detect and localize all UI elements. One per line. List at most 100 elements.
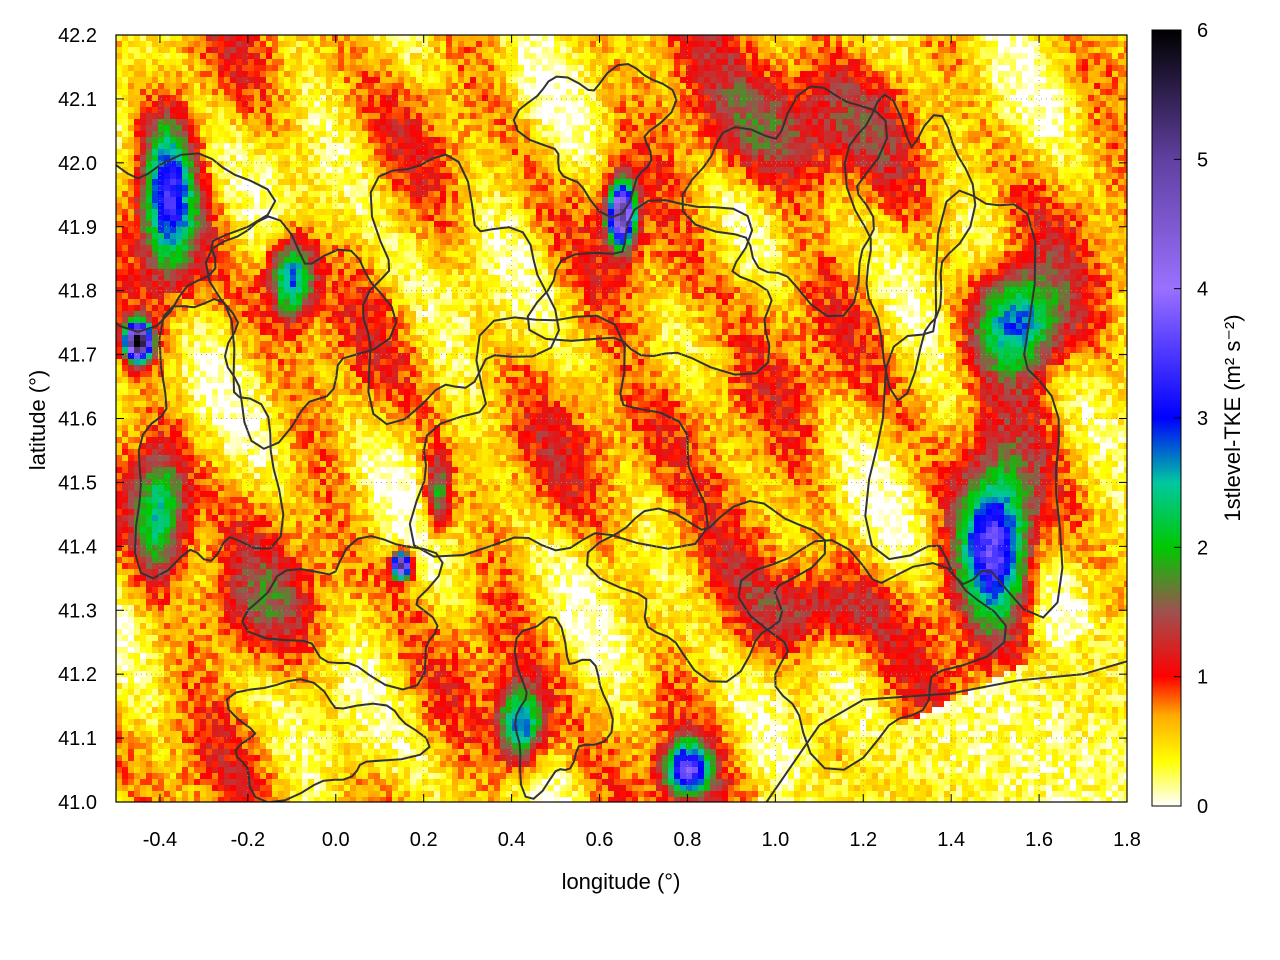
heatmap-cell [140, 389, 147, 396]
heatmap-cell [158, 539, 165, 546]
heatmap-cell [218, 383, 225, 390]
heatmap-cell [248, 263, 255, 270]
heatmap-cell [188, 455, 195, 462]
heatmap-cell [188, 341, 195, 348]
heatmap-cell [314, 389, 321, 396]
heatmap-cell [170, 575, 177, 582]
heatmap-cell [116, 467, 123, 474]
heatmap-cell [254, 251, 261, 258]
heatmap-cell [158, 617, 165, 624]
heatmap-cell [188, 107, 195, 114]
heatmap-cell [212, 311, 219, 318]
heatmap-cell [266, 347, 273, 354]
heatmap-cell [272, 713, 279, 720]
heatmap-cell [338, 473, 345, 480]
heatmap-cell [200, 731, 207, 738]
heatmap-cell [278, 185, 285, 192]
heatmap-cell [152, 635, 159, 642]
heatmap-cell [152, 125, 159, 132]
heatmap-cell [170, 71, 177, 78]
heatmap-cell [290, 467, 297, 474]
heatmap-cell [218, 419, 225, 426]
heatmap-cell [140, 611, 147, 618]
heatmap-cell [284, 599, 291, 606]
heatmap-cell [122, 497, 129, 504]
heatmap-cell [164, 509, 171, 516]
heatmap-cell [188, 473, 195, 480]
heatmap-cell [338, 683, 345, 690]
heatmap-cell [206, 185, 213, 192]
heatmap-cell [152, 455, 159, 462]
heatmap-cell [122, 251, 129, 258]
heatmap-cell [248, 257, 255, 264]
heatmap-cell [134, 785, 141, 792]
heatmap-cell [344, 221, 351, 228]
heatmap-cell [260, 269, 267, 276]
heatmap-cell [302, 545, 309, 552]
heatmap-cell [152, 641, 159, 648]
heatmap-cell [218, 407, 225, 414]
heatmap-cell [290, 347, 297, 354]
heatmap-cell [152, 113, 159, 120]
heatmap-cell [134, 671, 141, 678]
heatmap-cell [146, 665, 153, 672]
heatmap-cell [206, 593, 213, 600]
heatmap-cell [296, 749, 303, 756]
heatmap-cell [146, 113, 153, 120]
heatmap-cell [344, 173, 351, 180]
heatmap-cell [182, 311, 189, 318]
heatmap-cell [272, 347, 279, 354]
heatmap-cell [332, 185, 339, 192]
heatmap-cell [308, 293, 315, 300]
heatmap-cell [332, 65, 339, 72]
heatmap-cell [116, 581, 123, 588]
heatmap-cell [248, 53, 255, 60]
heatmap-cell [188, 293, 195, 300]
heatmap-cell [284, 107, 291, 114]
heatmap-cell [254, 605, 261, 612]
heatmap-cell [278, 77, 285, 84]
heatmap-cell [278, 119, 285, 126]
heatmap-cell [326, 227, 333, 234]
heatmap-cell [320, 401, 327, 408]
heatmap-cell [314, 485, 321, 492]
heatmap-cell [320, 707, 327, 714]
heatmap-cell [290, 299, 297, 306]
heatmap-cell [122, 269, 129, 276]
heatmap-cell [212, 341, 219, 348]
heatmap-cell [158, 107, 165, 114]
heatmap-cell [116, 245, 123, 252]
heatmap-cell [278, 473, 285, 480]
heatmap-cell [212, 713, 219, 720]
heatmap-cell [152, 749, 159, 756]
heatmap-cell [230, 545, 237, 552]
heatmap-cell [236, 311, 243, 318]
heatmap-cell [140, 677, 147, 684]
heatmap-cell [314, 269, 321, 276]
heatmap-cell [224, 431, 231, 438]
heatmap-cell [194, 107, 201, 114]
heatmap-cell [182, 155, 189, 162]
heatmap-cell [314, 377, 321, 384]
heatmap-cell [194, 467, 201, 474]
heatmap-cell [254, 743, 261, 750]
heatmap-cell [272, 65, 279, 72]
heatmap-cell [320, 173, 327, 180]
heatmap-cell [260, 509, 267, 516]
heatmap-cell [146, 299, 153, 306]
heatmap-cell [278, 557, 285, 564]
heatmap-cell [194, 677, 201, 684]
heatmap-cell [260, 641, 267, 648]
heatmap-cell [302, 587, 309, 594]
heatmap-cell [242, 593, 249, 600]
heatmap-cell [296, 551, 303, 558]
heatmap-cell [266, 299, 273, 306]
heatmap-cell [200, 761, 207, 768]
heatmap-cell [152, 41, 159, 48]
heatmap-cell [146, 449, 153, 456]
heatmap-cell [116, 311, 123, 318]
heatmap-cell [254, 317, 261, 324]
heatmap-cell [272, 497, 279, 504]
heatmap-cell [272, 53, 279, 60]
heatmap-cell [272, 107, 279, 114]
